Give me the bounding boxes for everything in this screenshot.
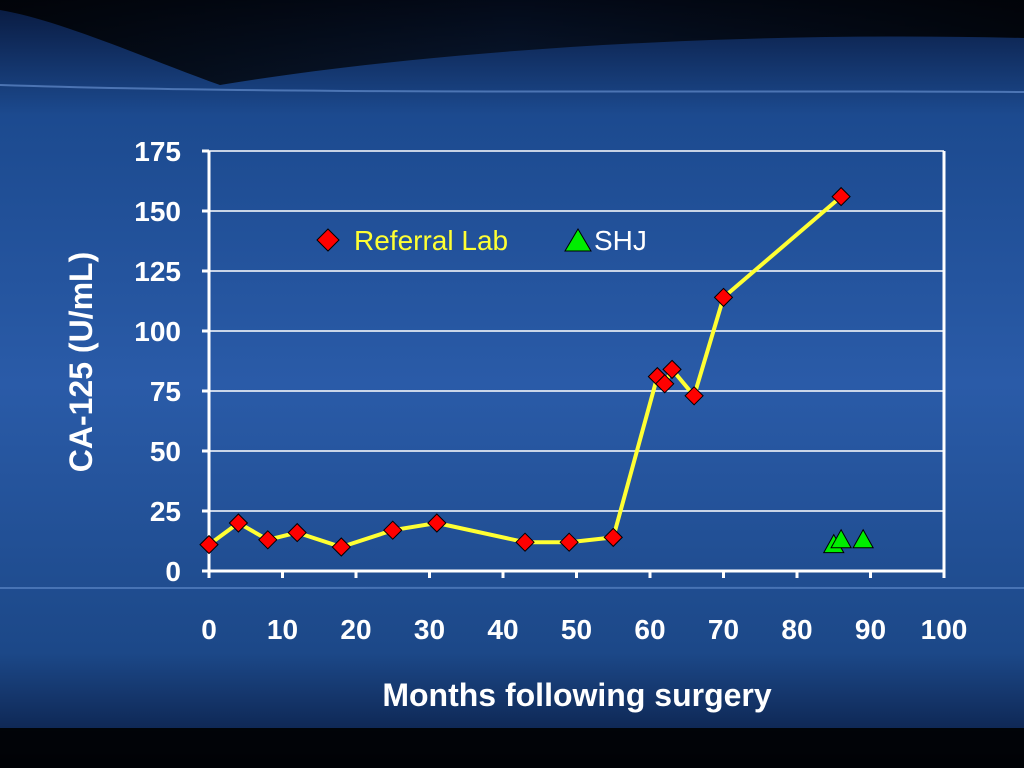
x-tick-label-20: 20 (340, 614, 371, 645)
legend: Referral Lab SHJ (316, 225, 647, 256)
series-layer (199, 186, 874, 557)
y-tick-label-175: 175 (134, 136, 181, 167)
y-tick-label-50: 50 (150, 436, 181, 467)
x-tick-label-60: 60 (634, 614, 665, 645)
x-tick-labels: 0 10 20 30 40 50 60 70 80 90 100 (201, 614, 967, 645)
x-tick-label-0: 0 (201, 614, 217, 645)
legend-marker-referral-lab (316, 228, 340, 252)
data-point-referral-lab (228, 513, 249, 533)
data-point-referral-lab (331, 537, 352, 557)
y-tick-label-25: 25 (150, 496, 181, 527)
x-tick-label-70: 70 (708, 614, 739, 645)
y-tick-labels: 0 25 50 75 100 125 150 175 (134, 136, 181, 587)
series-referral-lab (199, 186, 851, 557)
data-point-referral-lab (559, 532, 579, 552)
axes (202, 149, 946, 578)
series-shj (822, 528, 874, 554)
legend-marker-shj (564, 228, 592, 252)
data-point-referral-lab (383, 520, 403, 540)
data-point-shj (830, 528, 852, 549)
data-point-referral-lab (515, 532, 535, 552)
y-tick-label-150: 150 (134, 196, 181, 227)
x-tick-label-90: 90 (855, 614, 886, 645)
data-point-referral-lab (654, 374, 675, 394)
x-tick-label-40: 40 (487, 614, 518, 645)
x-tick-label-30: 30 (414, 614, 445, 645)
data-point-referral-lab (258, 530, 278, 550)
legend-label-referral-lab: Referral Lab (354, 225, 508, 256)
data-point-referral-lab (287, 522, 307, 543)
x-tick-label-80: 80 (781, 614, 812, 645)
data-point-referral-lab (603, 527, 623, 548)
y-tick-label-125: 125 (134, 256, 181, 287)
gridlines (209, 150, 944, 512)
data-point-referral-lab (427, 513, 447, 533)
data-point-referral-lab (831, 186, 851, 207)
data-point-shj (852, 528, 874, 549)
x-tick-label-50: 50 (561, 614, 592, 645)
y-axis-title: CA-125 (U/mL) (63, 252, 99, 472)
data-point-referral-lab (199, 534, 219, 555)
y-tick-label-0: 0 (165, 556, 181, 587)
x-tick-label-10: 10 (267, 614, 298, 645)
legend-label-shj: SHJ (594, 225, 647, 256)
y-tick-label-75: 75 (150, 376, 181, 407)
data-point-referral-lab (684, 386, 704, 406)
data-point-referral-lab (713, 287, 734, 308)
y-tick-label-100: 100 (134, 316, 181, 347)
data-point-referral-lab (662, 359, 682, 380)
x-axis-title: Months following surgery (382, 677, 772, 713)
x-tick-label-100: 100 (921, 614, 968, 645)
series-line-referral-lab (207, 195, 843, 549)
